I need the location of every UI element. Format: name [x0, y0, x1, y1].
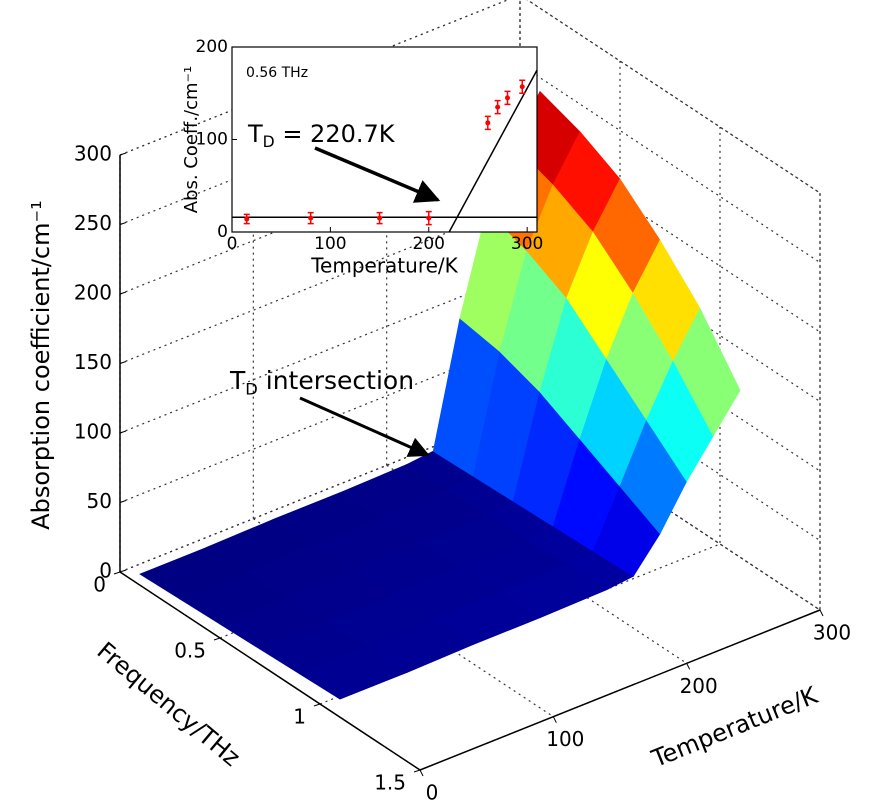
data-point: [495, 104, 501, 110]
x-tick-label: 200: [680, 674, 718, 698]
y-tick-label: 1: [293, 705, 306, 729]
tick-mark: [119, 222, 127, 225]
tick-mark: [419, 769, 424, 777]
data-point: [426, 215, 432, 221]
x-tick-label: 0: [227, 234, 238, 254]
fit-line: [448, 69, 538, 233]
annotation: TD intersection: [229, 366, 414, 398]
axis-line: [119, 571, 421, 771]
axis-line: [419, 609, 821, 771]
inset-background: [231, 46, 538, 233]
x-tick-label: 100: [314, 234, 346, 254]
z-tick-label: 150: [74, 350, 112, 374]
annotation: TD = 220.7K: [247, 120, 396, 151]
annotation-sub: D: [245, 379, 258, 398]
tick-mark: [119, 430, 127, 434]
tick-mark: [413, 769, 421, 773]
y-axis-label: Frequency/THz: [92, 637, 246, 772]
data-point: [485, 120, 491, 126]
annotation-rest: = 220.7K: [275, 120, 396, 148]
tick-mark: [119, 361, 127, 364]
inset-plot: 0 100 200 300 0 100 200 0.56 THz TD = 220.7K Temp…: [181, 37, 543, 278]
data-point: [519, 84, 525, 90]
data-point: [308, 215, 314, 221]
y-tick-label: 100: [196, 130, 228, 150]
z-tick-label: 50: [87, 489, 112, 513]
tick-mark: [119, 291, 127, 295]
x-tick-label: 200: [413, 234, 445, 254]
annotation-rest: intersection: [258, 366, 414, 395]
y-tick-label: 200: [196, 37, 228, 57]
data-point: [244, 216, 250, 222]
inset-subtitle: 0.56 THz: [246, 65, 308, 81]
x-axis-label: Temperature/K: [310, 254, 458, 278]
annotation-sub: D: [263, 133, 275, 151]
tick-mark: [119, 152, 127, 156]
z-tick-label: 0: [99, 559, 112, 583]
y-axis-label: Abs. Coeff./cm⁻¹: [181, 66, 202, 214]
z-tick-label: 300: [74, 142, 112, 166]
grid-line: [319, 127, 721, 705]
tick-mark: [113, 571, 121, 575]
annotation-arrow: [299, 396, 430, 457]
data-point: [504, 95, 510, 101]
tick-mark: [552, 716, 557, 723]
x-tick-label: 0: [426, 781, 439, 805]
annotation-arrow: [314, 146, 441, 203]
x-tick-label: 100: [546, 727, 584, 751]
y-tick-label: 0: [217, 222, 228, 242]
surface-cell: [672, 307, 741, 437]
tick-mark: [819, 609, 824, 617]
z-tick-label: 200: [74, 281, 112, 305]
x-tick-label: 300: [813, 621, 851, 645]
tick-mark: [313, 703, 321, 707]
annotation-main: T: [247, 120, 263, 148]
z-tick-label: 250: [74, 211, 112, 235]
grid-line: [419, 193, 821, 771]
data-point: [377, 215, 383, 221]
x-tick-label: 300: [511, 234, 543, 254]
tick-mark: [686, 663, 691, 670]
y-tick-label: 0.5: [174, 639, 206, 663]
y-tick-label: 1.5: [374, 771, 406, 795]
x-axis-label: Temperature/K: [647, 681, 823, 774]
y-tick-label: 0: [93, 573, 106, 597]
tick-mark: [119, 500, 127, 503]
annotation-main: T: [229, 366, 246, 395]
tick-mark: [213, 637, 221, 641]
z-axis-label: Absorption coefficient/cm⁻¹: [27, 200, 55, 530]
z-tick-label: 100: [74, 420, 112, 444]
